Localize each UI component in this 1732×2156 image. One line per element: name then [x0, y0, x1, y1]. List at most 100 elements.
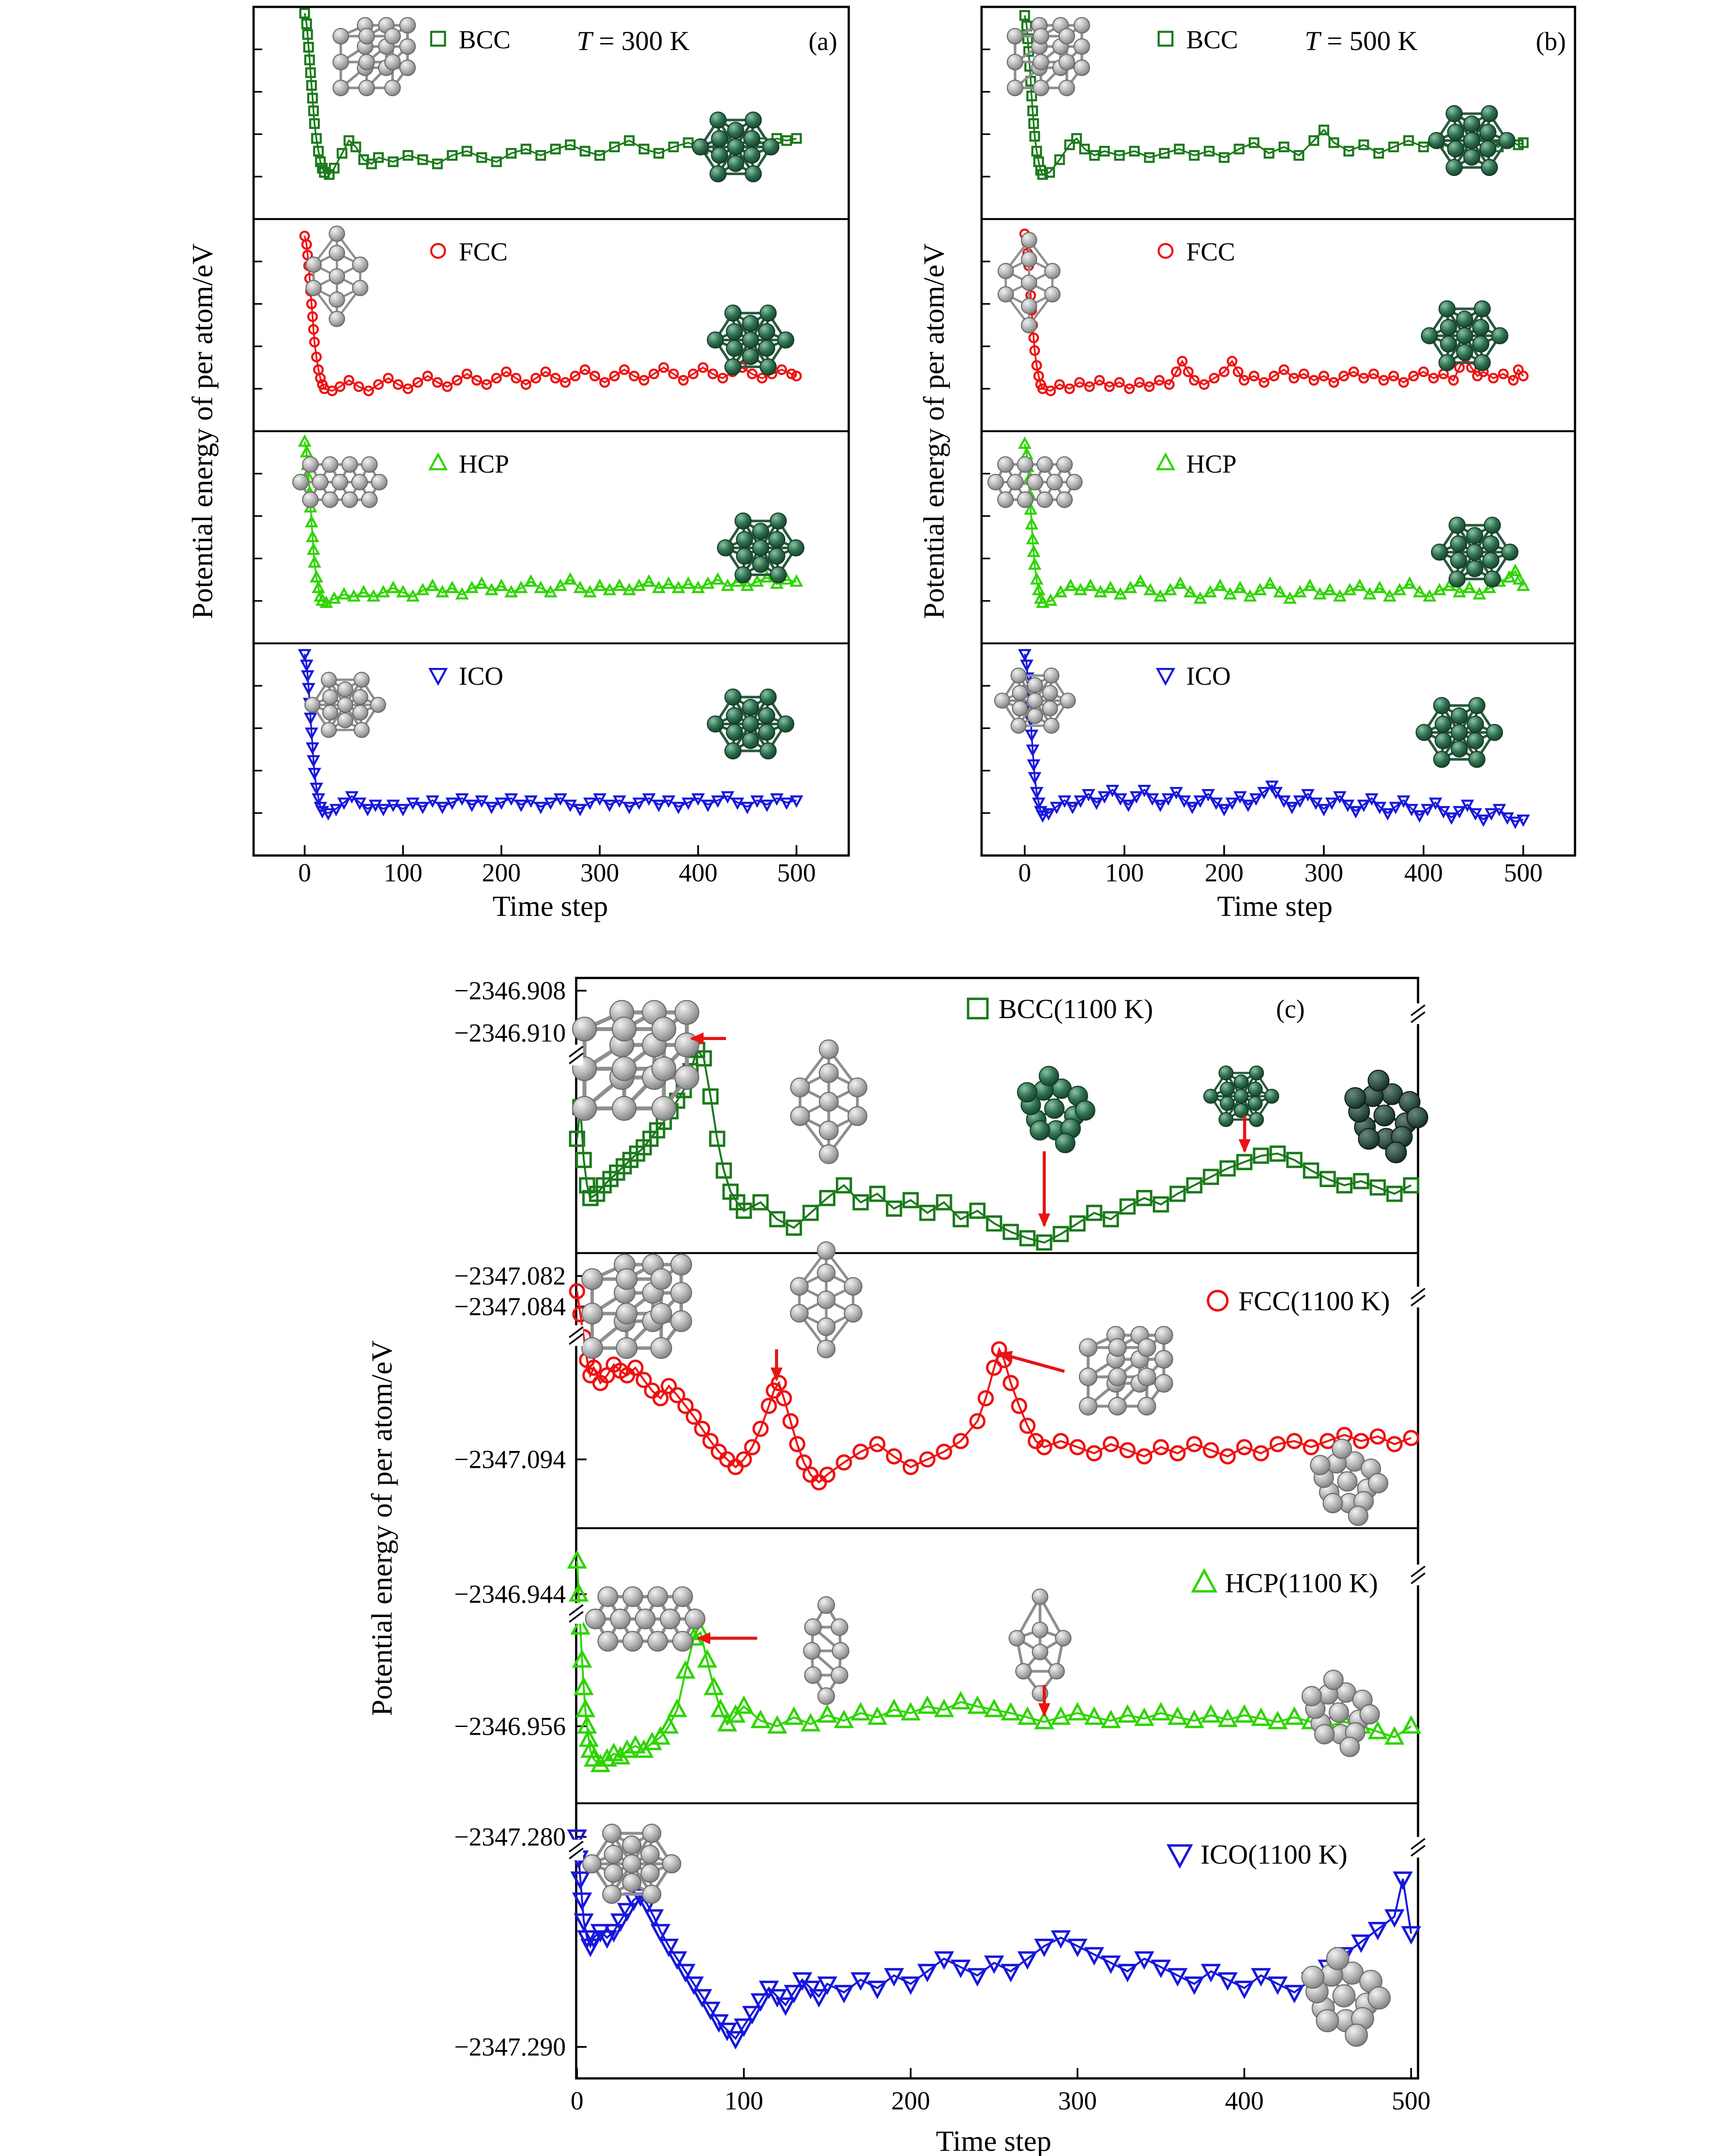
subpanel-a-hcp: HCP — [254, 434, 805, 608]
inset-c-hcp-initial-structure — [585, 1586, 706, 1652]
legend-label: HCP(1100 K) — [1225, 1567, 1378, 1598]
x-tick-label: 0 — [571, 2087, 584, 2115]
series-fcc-b — [1019, 229, 1529, 396]
inset-c-fcc-intermediate-structure-2 — [1079, 1326, 1173, 1416]
panel-a: 0 100 200 300 400 500 BCC FCC HCP ICO — [252, 6, 850, 887]
series-hcp-a — [298, 434, 803, 608]
x-axis-title-c: Time step — [936, 2125, 1051, 2156]
inset-c-bcc-initial-structure — [572, 1000, 700, 1121]
panel-b: 0 100 200 300 400 500 BCC FCC HCP ICO — [980, 6, 1576, 887]
inset-b-ico-initial-structure — [994, 667, 1076, 734]
panel-c: 0 100 200 300 400 500 −2346.908 −2346.910 BCC(11… — [454, 976, 1431, 2115]
x-axis-title-a: Time step — [493, 890, 608, 922]
subpanel-c-hcp: −2346.944 −2346.956 HCP(1100 K) — [454, 1550, 1426, 1772]
legend-label: FCC — [459, 238, 508, 266]
legend-label: FCC(1100 K) — [1238, 1285, 1390, 1316]
legend-label: BCC — [1186, 25, 1238, 54]
inset-b-hcp-final-structure — [1431, 517, 1519, 588]
x-tick-label: 0 — [298, 859, 311, 887]
legend-label: BCC(1100 K) — [998, 993, 1153, 1024]
series-bcc-c — [569, 1042, 1419, 1251]
panel-b-temperature-title: T = 500 K — [1305, 25, 1418, 56]
y-axis-title-c: Potential energy of per atom/eV — [365, 1340, 398, 1716]
series-line-hcp-a — [304, 442, 797, 604]
inset-c-bcc-intermediate-structure-3 — [1203, 1065, 1280, 1127]
inset-c-hcp-intermediate-structure-2 — [1008, 1589, 1072, 1702]
inset-b-hcp-initial-structure — [987, 456, 1083, 508]
axis-break-mark — [1410, 1003, 1426, 1024]
legend-label: HCP — [459, 450, 509, 478]
x-tick-label: 500 — [1392, 2087, 1431, 2115]
x-tick-label: 400 — [679, 859, 718, 887]
subpanel-c-ico: −2347.280 −2347.290 ICO(1100 K) — [454, 1823, 1426, 2061]
inset-b-ico-final-structure — [1415, 697, 1503, 768]
axis-break-mark — [568, 1044, 584, 1065]
subpanel-b-fcc: FCC — [982, 229, 1529, 396]
x-axis-title-b: Time step — [1217, 890, 1333, 922]
axis-break-mark — [568, 1839, 584, 1861]
panel-label-a: (a) — [809, 27, 838, 56]
panel-label-c: (c) — [1276, 995, 1305, 1023]
y-tick-label: −2346.944 — [454, 1580, 566, 1608]
inset-a-ico-final-structure — [706, 688, 794, 760]
inset-a-fcc-final-structure — [706, 304, 794, 376]
x-tick-label: 500 — [777, 859, 816, 887]
x-tick-label: 300 — [580, 859, 619, 887]
legend-b-hcp: HCP — [1155, 450, 1237, 478]
legend-label: HCP — [1186, 450, 1237, 478]
inset-a-bcc-initial-structure — [333, 17, 416, 97]
legend-b-ico: ICO — [1155, 662, 1231, 690]
subpanel-a-ico: ICO — [254, 649, 803, 821]
legend-a-hcp: HCP — [428, 450, 509, 478]
series-line-bcc-c — [576, 1048, 1412, 1244]
inset-b-fcc-final-structure — [1421, 300, 1509, 371]
inset-a-fcc-initial-structure — [305, 226, 369, 327]
legend-c-hcp: HCP(1100 K) — [1191, 1567, 1378, 1598]
series-ico-b — [1018, 649, 1530, 829]
y-axis-title-b: Potential energy of per atom/eV — [917, 243, 950, 619]
inset-a-hcp-final-structure — [717, 512, 805, 583]
subpanel-b-ico: ICO — [982, 649, 1530, 829]
inset-c-bcc-intermediate-structure-2 — [1017, 1065, 1095, 1153]
legend-c-fcc: FCC(1100 K) — [1207, 1285, 1390, 1316]
inset-c-fcc-intermediate-structure — [790, 1241, 863, 1359]
inset-a-hcp-initial-structure — [292, 456, 388, 508]
inset-b-bcc-final-structure — [1428, 105, 1516, 176]
series-ico-a — [298, 649, 803, 821]
x-tick-label: 200 — [1205, 859, 1243, 887]
y-tick-label: −2347.084 — [454, 1292, 566, 1321]
inset-c-hcp-final-structure — [1301, 1670, 1380, 1757]
inset-b-bcc-initial-structure — [1007, 17, 1090, 97]
legend-label: BCC — [459, 25, 511, 54]
axis-break-mark — [1410, 1564, 1426, 1586]
y-tick-label: −2347.280 — [454, 1823, 566, 1851]
legend-label: ICO — [459, 662, 503, 690]
legend-label: ICO — [1186, 662, 1231, 690]
legend-a-bcc: BCC — [430, 25, 511, 54]
axis-break-mark — [568, 1325, 584, 1346]
y-tick-label: −2347.082 — [454, 1262, 566, 1290]
series-line-hcp-b — [1024, 444, 1524, 604]
y-tick-label: −2347.290 — [454, 2033, 566, 2061]
annotation-arrow — [998, 1351, 1065, 1373]
inset-c-ico-initial-structure — [582, 1824, 681, 1904]
series-line-fcc-a — [304, 235, 797, 392]
subpanel-c-bcc: −2346.908 −2346.910 BCC(1100 K) — [454, 976, 1428, 1251]
x-tick-label: 100 — [1105, 859, 1144, 887]
legend-b-fcc: FCC — [1158, 238, 1235, 266]
x-tick-label: 400 — [1404, 859, 1443, 887]
y-tick-label: −2346.910 — [454, 1019, 566, 1047]
panel-a-temperature-title: T = 300 K — [577, 25, 690, 56]
subpanel-c-fcc: −2347.082−2347.084 −2347.094 FCC(1100 K) — [454, 1241, 1426, 1526]
legend-c-bcc: BCC(1100 K) — [966, 993, 1153, 1024]
inset-c-bcc-final-structure — [1344, 1069, 1428, 1163]
legend-label: FCC — [1186, 238, 1235, 266]
axis-break-mark — [1410, 1287, 1426, 1308]
subpanel-b-bcc: BCC — [982, 10, 1529, 180]
x-tick-label: 200 — [482, 859, 521, 887]
x-tick-label: 200 — [891, 2087, 930, 2115]
x-tick-label: 500 — [1504, 859, 1543, 887]
series-line-fcc-b — [1024, 233, 1524, 392]
